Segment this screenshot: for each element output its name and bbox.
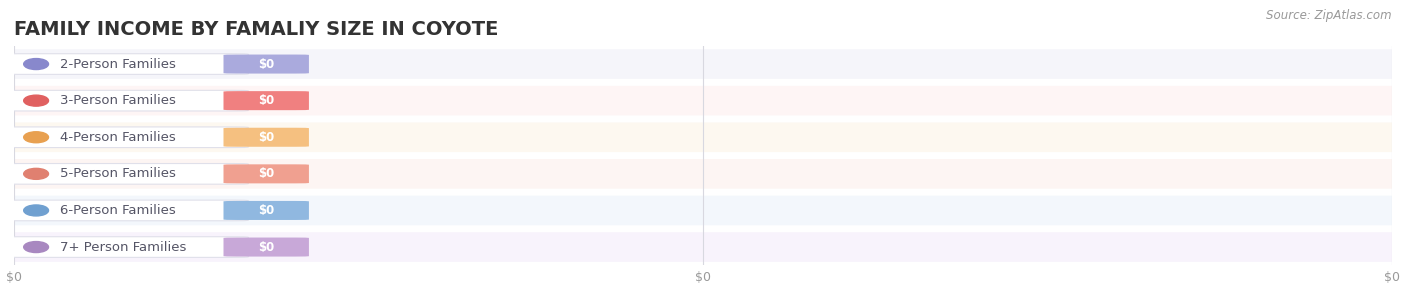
FancyBboxPatch shape xyxy=(224,238,309,257)
FancyBboxPatch shape xyxy=(224,91,309,110)
Text: $0: $0 xyxy=(259,241,274,253)
FancyBboxPatch shape xyxy=(1,127,249,148)
FancyBboxPatch shape xyxy=(7,86,1399,116)
Text: 7+ Person Families: 7+ Person Families xyxy=(59,241,186,253)
FancyBboxPatch shape xyxy=(7,122,1399,152)
Text: FAMILY INCOME BY FAMALIY SIZE IN COYOTE: FAMILY INCOME BY FAMALIY SIZE IN COYOTE xyxy=(14,20,499,39)
FancyBboxPatch shape xyxy=(1,90,249,111)
Text: $0: $0 xyxy=(259,167,274,180)
FancyBboxPatch shape xyxy=(224,128,309,147)
Ellipse shape xyxy=(24,205,48,216)
FancyBboxPatch shape xyxy=(1,237,249,257)
FancyBboxPatch shape xyxy=(1,54,249,74)
FancyBboxPatch shape xyxy=(7,49,1399,79)
Ellipse shape xyxy=(24,242,48,253)
Text: 3-Person Families: 3-Person Families xyxy=(59,94,176,107)
FancyBboxPatch shape xyxy=(7,159,1399,189)
FancyBboxPatch shape xyxy=(7,232,1399,262)
Text: $0: $0 xyxy=(259,131,274,144)
Text: $0: $0 xyxy=(259,94,274,107)
Text: 2-Person Families: 2-Person Families xyxy=(59,58,176,70)
FancyBboxPatch shape xyxy=(7,196,1399,225)
FancyBboxPatch shape xyxy=(1,200,249,221)
Ellipse shape xyxy=(24,59,48,70)
FancyBboxPatch shape xyxy=(224,164,309,183)
Text: $0: $0 xyxy=(259,204,274,217)
Ellipse shape xyxy=(24,168,48,179)
FancyBboxPatch shape xyxy=(224,201,309,220)
Text: $0: $0 xyxy=(259,58,274,70)
FancyBboxPatch shape xyxy=(224,55,309,74)
Text: 6-Person Families: 6-Person Families xyxy=(59,204,176,217)
Text: Source: ZipAtlas.com: Source: ZipAtlas.com xyxy=(1267,9,1392,22)
Text: 5-Person Families: 5-Person Families xyxy=(59,167,176,180)
Ellipse shape xyxy=(24,95,48,106)
FancyBboxPatch shape xyxy=(1,163,249,184)
Text: 4-Person Families: 4-Person Families xyxy=(59,131,176,144)
Ellipse shape xyxy=(24,132,48,143)
